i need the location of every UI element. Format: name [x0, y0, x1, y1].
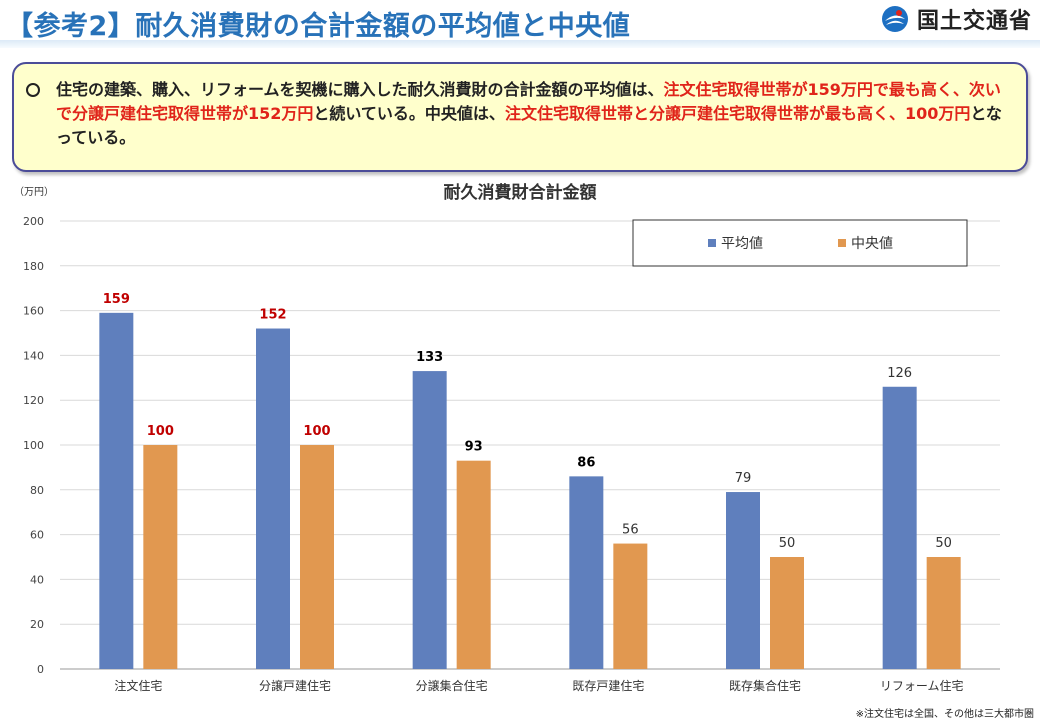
bar-mean	[569, 476, 604, 669]
bar-mean	[99, 312, 134, 669]
y-tick-label: 0	[37, 663, 44, 676]
y-tick-label: 80	[30, 484, 44, 497]
summary-segment: と続いている。中央値は、	[313, 104, 505, 123]
data-label: 86	[577, 455, 595, 470]
summary-segment: となっている。	[56, 104, 1002, 147]
x-tick-label: リフォーム住宅	[880, 678, 964, 693]
data-label: 50	[935, 536, 952, 551]
bar-median	[926, 557, 961, 669]
summary-box: 住宅の建築、購入、リフォームを契機に購入した耐久消費財の合計金額の平均値は、注文…	[12, 62, 1028, 172]
logo: 国土交通省	[881, 4, 1032, 34]
data-label: 93	[465, 440, 483, 455]
data-label: 126	[887, 366, 912, 381]
x-tick-label: 注文住宅	[114, 678, 162, 693]
hollow-circle-bullet-icon	[26, 83, 40, 97]
y-tick-label: 60	[30, 529, 44, 542]
data-label: 133	[416, 350, 443, 365]
legend-label: 中央値	[851, 236, 893, 252]
bar-median	[300, 445, 334, 669]
data-label: 50	[779, 536, 796, 551]
bar-mean	[882, 386, 917, 669]
summary-highlight: 注文住宅取得世帯が159万円で最も高く、次いで分譲戸建住宅取得世帯が152万円	[56, 80, 1001, 123]
y-tick-label: 120	[23, 394, 44, 407]
data-label: 159	[103, 292, 130, 307]
logo-text: 国土交通省	[916, 9, 1032, 34]
summary-highlight: 注文住宅取得世帯と分譲戸建住宅取得世帯が最も高く、100万円	[504, 104, 971, 123]
legend-box	[632, 219, 968, 267]
summary-text: 住宅の建築、購入、リフォームを契機に購入した耐久消費財の合計金額の平均値は、注文…	[56, 78, 1016, 150]
x-tick-label: 既存戸建住宅	[572, 678, 644, 693]
legend-label: 平均値	[721, 236, 763, 252]
y-tick-label: 40	[30, 573, 44, 586]
legend-swatch	[708, 239, 716, 247]
summary-segment: 住宅の建築、購入、リフォームを契機に購入した耐久消費財の合計金額の平均値は、	[56, 80, 664, 99]
bar-chart: 耐久消費財合計金額 （万円） 0 20 40 60 80 100 120 140 160 180 200…	[14, 182, 1000, 693]
bar-median	[456, 460, 491, 669]
y-tick-label: 160	[23, 305, 44, 318]
chart-title: 耐久消費財合計金額	[444, 182, 597, 203]
title-divider	[0, 40, 1040, 48]
x-tick-label: 分譲集合住宅	[416, 678, 488, 693]
bar-median	[143, 445, 178, 669]
data-label: 100	[147, 424, 174, 439]
bar-mean	[412, 371, 447, 669]
data-label: 152	[259, 308, 286, 323]
data-label: 79	[735, 471, 752, 486]
bar-mean	[726, 492, 760, 669]
data-label: 100	[303, 424, 330, 439]
title-bar: 【参考2】耐久消費財の合計金額の平均値と中央値 国土交通省	[0, 0, 1040, 48]
x-tick-label: 既存集合住宅	[729, 678, 801, 693]
y-tick-label: 20	[30, 618, 44, 631]
y-tick-label: 140	[23, 349, 44, 362]
bar-median	[770, 557, 804, 669]
bar-mean	[256, 328, 290, 669]
mlit-logo-icon	[881, 6, 908, 32]
x-tick-label: 分譲戸建住宅	[259, 678, 331, 693]
y-tick-label: 200	[23, 215, 44, 228]
data-label: 56	[622, 523, 639, 538]
bar-median	[613, 543, 648, 669]
page-title: 【参考2】耐久消費財の合計金額の平均値と中央値	[6, 11, 631, 42]
y-tick-label: 180	[23, 260, 44, 273]
legend-swatch	[838, 239, 846, 247]
footnote: ※注文住宅は全国、その他は三大都市圏	[855, 709, 1034, 720]
y-unit-label: （万円）	[14, 186, 54, 198]
y-tick-label: 100	[23, 439, 44, 452]
